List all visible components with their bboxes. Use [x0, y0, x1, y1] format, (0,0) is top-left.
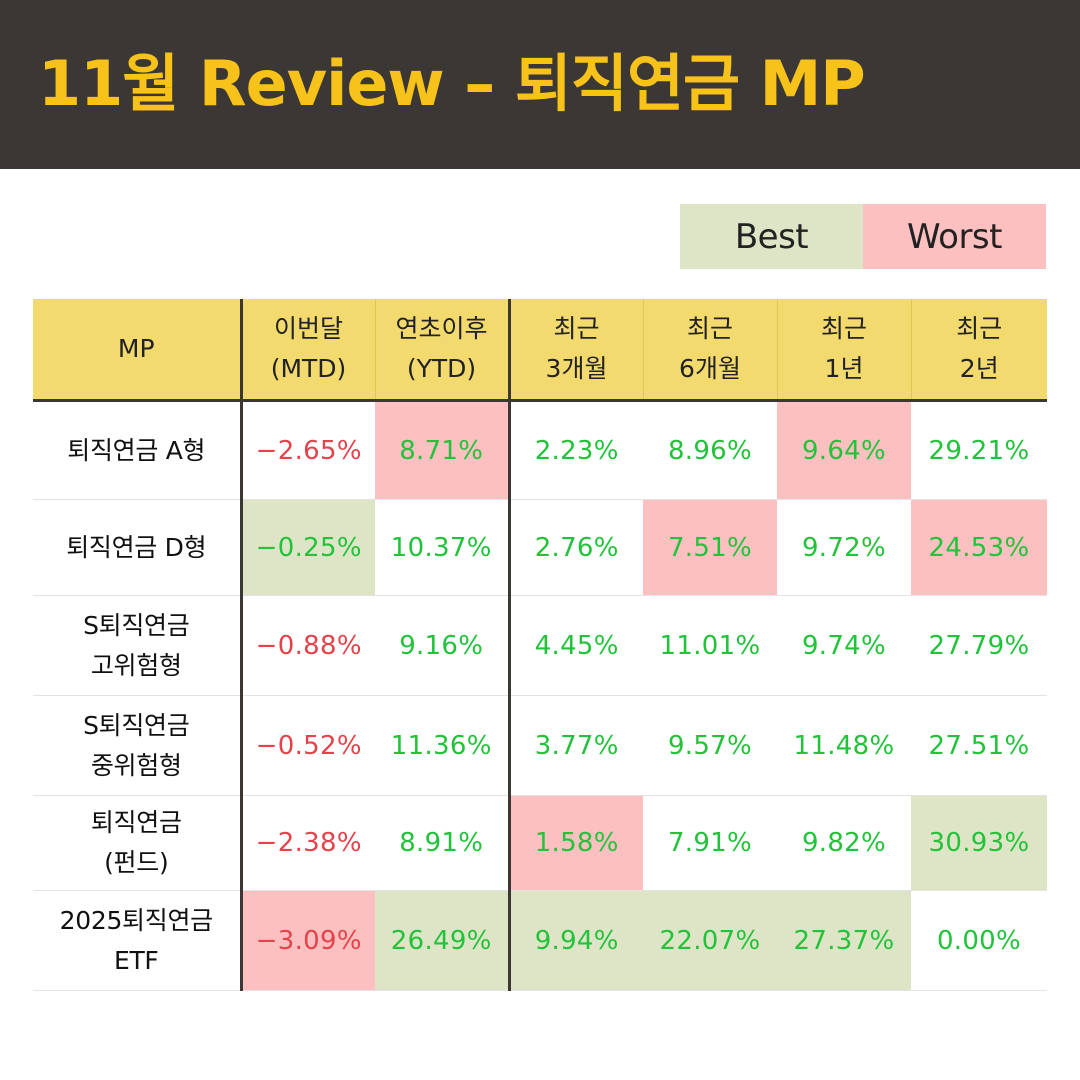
row-name: 퇴직연금 A형: [33, 400, 241, 500]
col-header-3m: 최근 3개월: [507, 299, 643, 402]
cell-ytd: 26.49%: [375, 890, 509, 991]
cell-3m: 2.23%: [507, 400, 643, 500]
cell-ytd: 10.37%: [375, 499, 509, 596]
cell-mtd: −2.38%: [239, 795, 375, 891]
cell-3m: 1.58%: [507, 795, 643, 891]
cell-mtd: −0.88%: [239, 595, 375, 696]
cell-3m: 3.77%: [507, 695, 643, 796]
cell-mtd: −3.09%: [239, 890, 375, 991]
cell-1y: 9.74%: [777, 595, 911, 696]
legend-worst: Worst: [863, 204, 1046, 269]
cell-ytd: 8.91%: [375, 795, 509, 891]
table-row: 퇴직연금 (펀드) −2.38% 8.91% 1.58% 7.91% 9.82% 30.93…: [33, 795, 1047, 891]
cell-3m: 2.76%: [507, 499, 643, 596]
col-header-mtd: 이번달 (MTD): [239, 299, 375, 402]
row-name: 퇴직연금 (펀드): [33, 795, 241, 891]
cell-1y: 9.64%: [777, 400, 911, 500]
row-name: S퇴직연금 중위험형: [33, 695, 241, 796]
cell-1y: 9.72%: [777, 499, 911, 596]
cell-6m: 11.01%: [643, 595, 777, 696]
table-row: 퇴직연금 A형 −2.65% 8.71% 2.23% 8.96% 9.64% 29.21%: [33, 400, 1047, 500]
cell-1y: 27.37%: [777, 890, 911, 991]
col-header-2y: 최근 2년: [910, 299, 1047, 402]
row-name: S퇴직연금 고위험형: [33, 595, 241, 696]
cell-ytd: 11.36%: [375, 695, 509, 796]
col-header-1y: 최근 1년: [776, 299, 911, 402]
cell-6m: 7.91%: [643, 795, 777, 891]
cell-2y: 29.21%: [911, 400, 1047, 500]
cell-6m: 7.51%: [643, 499, 777, 596]
table-row: 퇴직연금 D형 −0.25% 10.37% 2.76% 7.51% 9.72% 24.53%: [33, 499, 1047, 596]
cell-2y: 27.79%: [911, 595, 1047, 696]
col-header-6m: 최근 6개월: [642, 299, 777, 402]
cell-6m: 8.96%: [643, 400, 777, 500]
cell-ytd: 9.16%: [375, 595, 509, 696]
table-header-row: MP 이번달 (MTD) 연초이후 (YTD) 최근 3개월 최근 6개월 최근…: [33, 299, 1047, 402]
cell-mtd: −0.25%: [239, 499, 375, 596]
table-row: 2025퇴직연금 ETF −3.09% 26.49% 9.94% 22.07% 27.37…: [33, 890, 1047, 991]
cell-2y: 27.51%: [911, 695, 1047, 796]
cell-2y: 30.93%: [911, 795, 1047, 891]
page-title: 11월 Review – 퇴직연금 MP: [38, 47, 866, 120]
cell-mtd: −2.65%: [239, 400, 375, 500]
cell-6m: 22.07%: [643, 890, 777, 991]
col-header-mp: MP: [33, 299, 241, 402]
cell-2y: 0.00%: [911, 890, 1047, 991]
cell-1y: 11.48%: [777, 695, 911, 796]
cell-3m: 4.45%: [507, 595, 643, 696]
legend-best: Best: [680, 204, 863, 269]
cell-ytd: 8.71%: [375, 400, 509, 500]
col-header-ytd: 연초이후 (YTD): [374, 299, 509, 402]
row-name: 퇴직연금 D형: [33, 499, 241, 596]
cell-1y: 9.82%: [777, 795, 911, 891]
cell-2y: 24.53%: [911, 499, 1047, 596]
legend: Best Worst: [680, 204, 1046, 269]
row-name: 2025퇴직연금 ETF: [33, 890, 241, 991]
header-banner: 11월 Review – 퇴직연금 MP: [0, 0, 1080, 169]
returns-table: MP 이번달 (MTD) 연초이후 (YTD) 최근 3개월 최근 6개월 최근…: [33, 299, 1047, 991]
cell-mtd: −0.52%: [239, 695, 375, 796]
cell-6m: 9.57%: [643, 695, 777, 796]
table-row: S퇴직연금 고위험형 −0.88% 9.16% 4.45% 11.01% 9.74% 27.…: [33, 595, 1047, 696]
table-row: S퇴직연금 중위험형 −0.52% 11.36% 3.77% 9.57% 11.48% 27…: [33, 695, 1047, 796]
cell-3m: 9.94%: [507, 890, 643, 991]
